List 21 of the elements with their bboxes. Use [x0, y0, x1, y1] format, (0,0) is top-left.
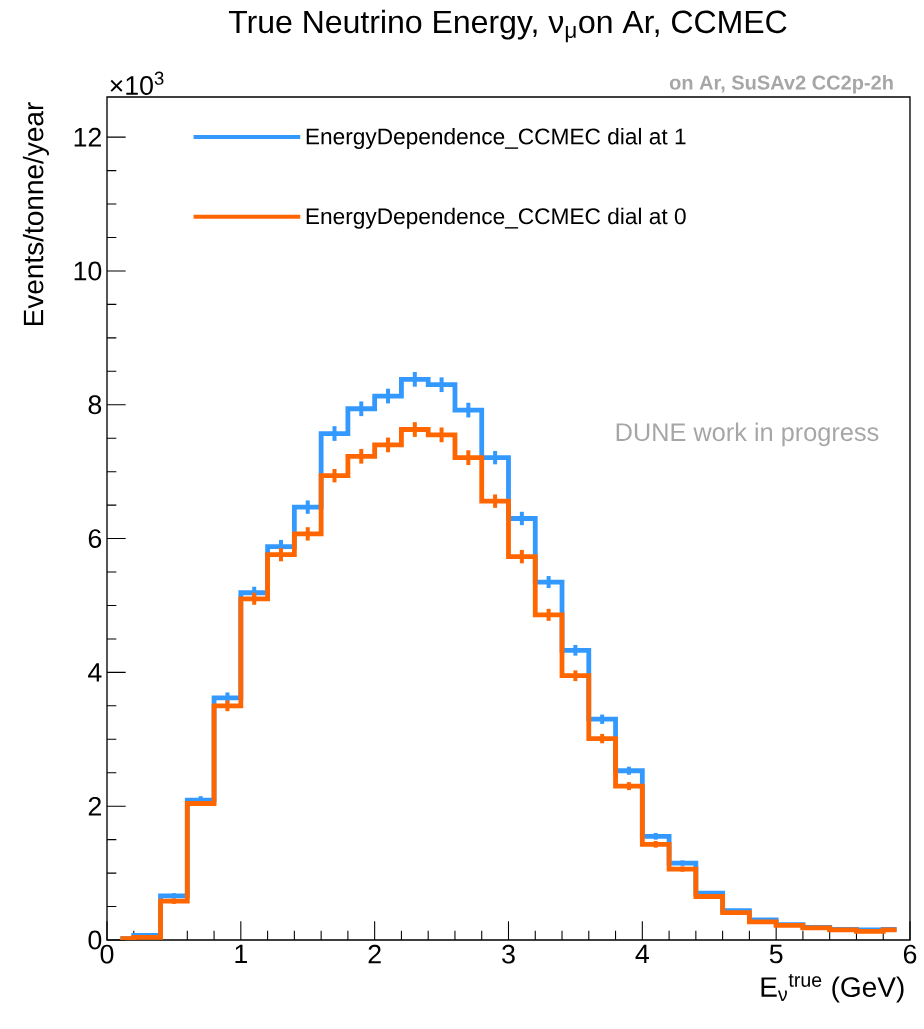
x-tick-label: 2	[368, 944, 381, 964]
y-tick-label: 0	[88, 930, 102, 950]
y-tick-label: 12	[74, 127, 101, 147]
legend-label: EnergyDependence_CCMEC dial at 1	[306, 127, 686, 150]
x-tick-label: 1	[235, 944, 247, 964]
y-tick-label: 10	[74, 261, 102, 281]
y-tick-label: 6	[88, 529, 102, 548]
y-axis-title: Events/tonne/year	[22, 102, 49, 326]
x-tick-label: 5	[769, 944, 783, 964]
x-axis-title: E$_{ν}$$^{true}$ (GeV)	[761, 974, 904, 1003]
text: ×10$^{3}$	[110, 71, 164, 95]
text: on Ar, SuSAv2 CC2p-2h	[669, 74, 893, 94]
y-tick-label: 2	[88, 796, 101, 816]
x-tick-label: 4	[635, 944, 649, 964]
x-tick-label: 3	[502, 944, 515, 964]
x-tick-label: 6	[903, 944, 917, 964]
y-tick-label: 4	[88, 663, 102, 682]
y-tick-label: 8	[88, 395, 102, 415]
annotation: DUNE work in progress	[616, 422, 879, 447]
chart-title: True Neutrino Energy, ν$_{μ}$on Ar, CCMEC	[228, 9, 787, 43]
legend-label: EnergyDependence_CCMEC dial at 0	[306, 207, 686, 229]
